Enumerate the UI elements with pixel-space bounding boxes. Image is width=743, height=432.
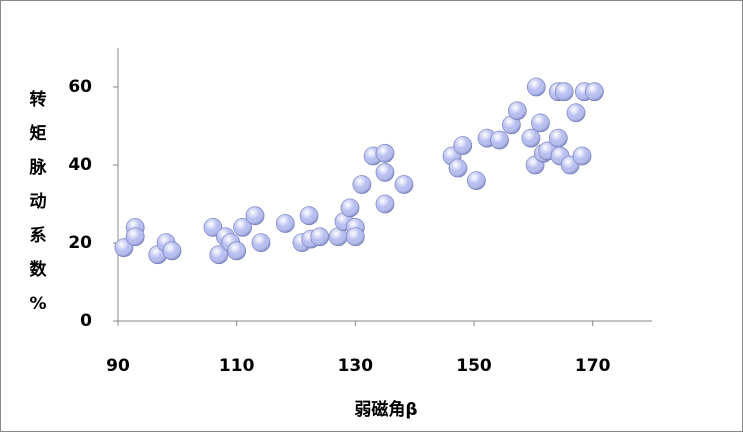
point <box>299 206 319 226</box>
point <box>245 206 265 226</box>
x-tick-label: 110 <box>219 356 255 376</box>
point-shine <box>467 171 486 190</box>
point-shine <box>233 218 252 237</box>
point-shine <box>527 78 546 96</box>
point-shine <box>549 129 568 148</box>
y-tick-label: 0 <box>80 311 92 331</box>
point-shine <box>227 241 246 260</box>
point <box>375 143 395 163</box>
point-shine <box>572 147 591 166</box>
point <box>501 115 521 135</box>
point <box>566 103 586 123</box>
point <box>345 227 365 247</box>
point-shine <box>276 214 295 233</box>
x-tick-label: 150 <box>456 356 492 376</box>
point <box>227 241 247 261</box>
point-shine <box>376 144 394 163</box>
point <box>548 128 568 148</box>
point <box>310 227 330 247</box>
point-shine <box>162 241 181 260</box>
point <box>340 198 360 218</box>
x-tick-label: 170 <box>575 356 611 376</box>
point-shine <box>376 163 394 182</box>
x-tick-label: 130 <box>338 356 374 376</box>
y-axis-label: 转矩脉动系数% <box>29 89 48 314</box>
point-shine <box>376 195 394 213</box>
y-tick-label: 60 <box>68 77 92 97</box>
point-shine <box>251 233 270 252</box>
point <box>554 82 574 102</box>
point <box>275 214 295 233</box>
point <box>375 163 395 182</box>
point <box>585 82 604 102</box>
point <box>233 217 253 237</box>
point-shine <box>531 113 550 132</box>
point-shine <box>490 131 509 150</box>
point-shine <box>340 198 359 217</box>
point <box>572 146 592 166</box>
point-shine <box>126 227 145 246</box>
point <box>448 158 468 178</box>
point <box>531 113 550 133</box>
x-tick-label: 90 <box>106 356 130 376</box>
point-shine <box>502 115 521 134</box>
point <box>251 233 271 253</box>
point-shine <box>352 175 371 194</box>
point-shine <box>346 227 365 246</box>
point <box>375 194 395 214</box>
point-shine <box>246 206 265 225</box>
point <box>507 101 527 121</box>
x-axis-label: 弱磁角β <box>354 399 417 420</box>
point <box>453 136 473 155</box>
point-shine <box>567 103 586 122</box>
point-shine <box>453 136 472 155</box>
point-shine <box>394 175 413 194</box>
point <box>352 175 372 194</box>
point <box>466 171 486 191</box>
point-shine <box>521 129 540 148</box>
point <box>521 128 541 148</box>
point-shine <box>508 101 527 120</box>
point <box>394 175 414 194</box>
point-shine <box>329 227 348 246</box>
point <box>209 245 229 265</box>
point-shine <box>585 82 604 101</box>
point <box>125 227 145 247</box>
point-shine <box>300 206 319 225</box>
point <box>162 241 182 261</box>
point-shine <box>555 82 574 101</box>
y-tick-label: 40 <box>68 155 92 175</box>
point-shine <box>209 245 228 264</box>
point <box>490 130 509 150</box>
y-tick-label: 20 <box>68 233 92 253</box>
point-shine <box>310 227 329 246</box>
point <box>526 77 546 97</box>
point-shine <box>448 159 467 178</box>
